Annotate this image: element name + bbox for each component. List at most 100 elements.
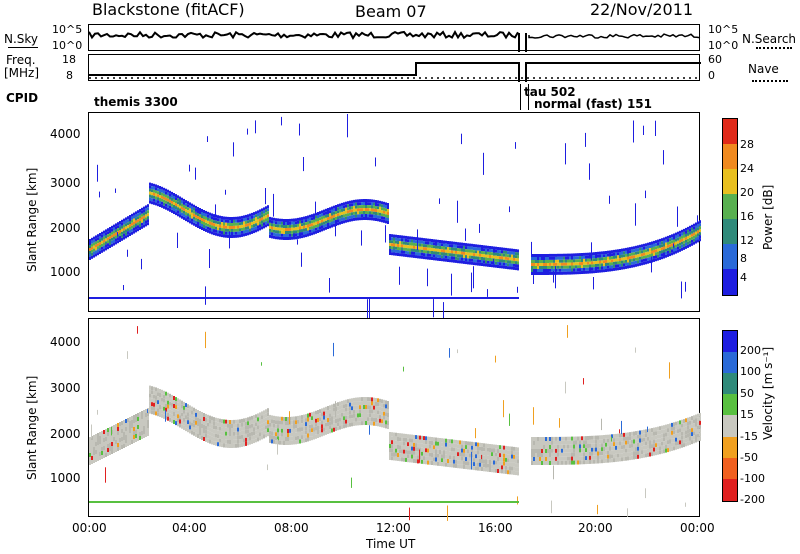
velocity-cell bbox=[91, 444, 93, 448]
velocity-cell bbox=[413, 458, 415, 463]
power-scatter bbox=[399, 266, 400, 285]
velocity-cell bbox=[121, 429, 123, 433]
velocity-cell bbox=[251, 415, 253, 420]
power-cell bbox=[261, 223, 263, 227]
velocity-scatter bbox=[457, 349, 458, 354]
velocity-cell bbox=[421, 451, 423, 456]
power-cell bbox=[663, 249, 665, 253]
velocity-cell bbox=[291, 440, 293, 445]
power-cell bbox=[693, 229, 695, 233]
velocity-cell bbox=[415, 447, 417, 452]
power-cell bbox=[183, 213, 185, 217]
power-cell bbox=[637, 251, 639, 255]
velocity-cell bbox=[271, 439, 273, 444]
velocity-cell bbox=[331, 408, 333, 413]
power-cell bbox=[535, 266, 537, 269]
velocity-cell bbox=[321, 424, 323, 429]
power-cell bbox=[157, 203, 159, 207]
power-cell bbox=[161, 198, 163, 202]
power-cell bbox=[307, 230, 309, 234]
velocity-cell bbox=[685, 442, 687, 447]
power-cell bbox=[115, 223, 117, 227]
power-cell bbox=[373, 202, 375, 206]
velocity-cell bbox=[411, 446, 413, 451]
power-cell bbox=[683, 228, 685, 232]
power-cell bbox=[137, 228, 139, 232]
velocity-cell bbox=[611, 454, 613, 459]
velocity-cell bbox=[193, 423, 195, 428]
velocity-cell bbox=[319, 413, 321, 418]
velocity-cell bbox=[205, 413, 207, 418]
power-cell bbox=[561, 253, 563, 257]
velocity-cell bbox=[309, 436, 311, 441]
velocity-cell bbox=[301, 419, 303, 424]
velocity-cell bbox=[97, 433, 99, 437]
power-cell bbox=[235, 228, 237, 232]
power-cell bbox=[401, 235, 403, 239]
velocity-cell bbox=[177, 422, 179, 427]
velocity-cell bbox=[123, 424, 125, 428]
velocity-cell bbox=[271, 435, 273, 440]
power-cell bbox=[289, 224, 291, 228]
power-cell bbox=[475, 259, 477, 263]
power-cell bbox=[327, 226, 329, 229]
power-colorbar-swatch bbox=[723, 169, 737, 194]
velocity-cell bbox=[239, 435, 241, 440]
velocity-cell bbox=[259, 432, 261, 437]
velocity-cell bbox=[135, 434, 137, 438]
velocity-cell bbox=[417, 455, 419, 460]
power-cell bbox=[237, 225, 239, 229]
power-cell bbox=[551, 268, 553, 272]
velocity-cell bbox=[415, 439, 417, 444]
power-cell bbox=[399, 238, 401, 242]
velocity-cell bbox=[453, 443, 455, 448]
power-cell bbox=[423, 241, 425, 245]
power-colorbar-swatch bbox=[723, 219, 737, 244]
velocity-cell bbox=[597, 451, 599, 456]
velocity-cell bbox=[105, 453, 107, 457]
power-cell bbox=[135, 214, 137, 218]
velocity-cell bbox=[381, 407, 383, 412]
velocity-cell bbox=[563, 436, 565, 441]
velocity-cell bbox=[539, 445, 541, 449]
velocity-cell bbox=[423, 452, 425, 457]
velocity-cell bbox=[635, 435, 637, 440]
velocity-cell bbox=[239, 427, 241, 432]
power-cell bbox=[243, 233, 245, 237]
power-cell bbox=[279, 218, 281, 222]
velocity-cell bbox=[221, 427, 223, 432]
power-cell bbox=[101, 249, 103, 253]
velocity-cell bbox=[115, 432, 117, 436]
power-cell bbox=[541, 257, 543, 260]
velocity-cell bbox=[589, 451, 591, 456]
power-cell bbox=[671, 237, 673, 241]
velocity-cell bbox=[615, 457, 617, 462]
power-cell bbox=[451, 244, 453, 248]
power-cell bbox=[247, 232, 249, 236]
power-cell bbox=[503, 259, 505, 263]
velocity-cell bbox=[159, 405, 161, 409]
velocity-cell bbox=[237, 419, 239, 424]
velocity-cell bbox=[363, 417, 365, 421]
velocity-cell bbox=[325, 422, 327, 427]
velocity-cell bbox=[237, 423, 239, 428]
power-cell bbox=[193, 210, 195, 214]
velocity-cell bbox=[575, 452, 577, 457]
velocity-cell bbox=[647, 432, 649, 437]
velocity-cell bbox=[659, 438, 661, 443]
power-cell bbox=[339, 203, 341, 207]
power-cell bbox=[463, 242, 465, 246]
velocity-cell bbox=[573, 436, 575, 441]
power-cell bbox=[345, 207, 347, 211]
power-cell bbox=[561, 259, 563, 263]
power-cell bbox=[239, 228, 241, 232]
velocity-cell bbox=[507, 466, 509, 471]
power-cell bbox=[667, 238, 669, 242]
power-cell bbox=[563, 256, 565, 260]
power-cell bbox=[541, 260, 543, 263]
power-cell bbox=[255, 226, 257, 230]
velocity-cell bbox=[271, 427, 273, 432]
power-cell bbox=[283, 234, 285, 237]
velocity-cell bbox=[657, 438, 659, 443]
velocity-cell bbox=[401, 457, 403, 462]
